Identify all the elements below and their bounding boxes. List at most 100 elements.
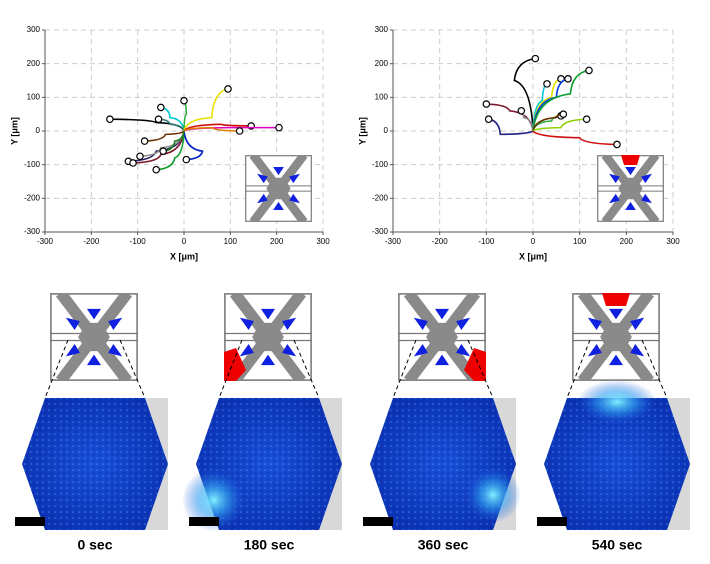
time-label: 540 sec: [592, 537, 643, 553]
end-point: [159, 147, 167, 156]
trajectory: [160, 106, 185, 132]
y-tick-label: -300: [24, 227, 41, 236]
trajectory: [183, 130, 204, 161]
x-axis-label: X [μm]: [170, 251, 198, 261]
end-point: [224, 85, 232, 93]
chart: -300 -200 -100 0 100 200 300 -300 -200 -100 0 100 20…: [9, 25, 330, 261]
x-tick-label: 100: [224, 237, 238, 246]
panel-diagram: [572, 293, 660, 381]
x-tick-label: -100: [130, 237, 147, 246]
x-tick-label: 200: [620, 237, 634, 246]
y-tick-label: 0: [384, 126, 389, 135]
y-tick-label: -200: [372, 193, 389, 202]
time-label: 180 sec: [244, 537, 295, 553]
end-point: [140, 137, 149, 145]
y-tick-label: 300: [27, 25, 41, 34]
end-point: [585, 66, 593, 75]
x-tick-label: 0: [182, 237, 187, 246]
chart: -300 -200 -100 0 100 200 300 -300 -200 -100 0 100 20…: [357, 25, 680, 261]
texture: [544, 398, 690, 530]
trajectory: [158, 118, 185, 132]
end-point: [482, 100, 491, 108]
end-point: [235, 127, 244, 135]
y-tick-label: 300: [375, 25, 389, 34]
texture: [22, 398, 168, 530]
trajectory: [183, 88, 229, 132]
zoom-line: [641, 339, 668, 399]
glow: [182, 468, 246, 532]
trajectory: [183, 123, 252, 132]
x-tick-label: -100: [478, 237, 495, 246]
x-tick-label: 0: [531, 237, 536, 246]
trajectory: [163, 130, 185, 152]
end-point: [152, 165, 161, 174]
y-axis-label: Y [μm]: [357, 117, 367, 145]
scale-bar: [15, 517, 45, 526]
time-label: 0 sec: [77, 537, 112, 553]
panels: [15, 293, 690, 532]
panel: [537, 293, 690, 530]
x-tick-label: -200: [432, 237, 449, 246]
end-point: [582, 115, 591, 124]
trajectory: [133, 130, 185, 164]
highlight: [464, 348, 486, 381]
trajectory: [532, 69, 590, 132]
end-point: [484, 115, 493, 124]
y-tick-label: 100: [375, 92, 389, 101]
x-tick-label: -300: [385, 237, 402, 246]
scale-bar: [189, 517, 219, 526]
glow: [465, 467, 521, 523]
trajectory: [183, 126, 240, 132]
end-point: [275, 123, 283, 132]
end-point: [106, 115, 114, 124]
end-point: [517, 107, 526, 115]
panel: [15, 293, 168, 530]
y-tick-label: 100: [27, 92, 41, 101]
scale-bar: [363, 517, 393, 526]
y-tick-label: -100: [372, 160, 389, 169]
end-point: [564, 75, 572, 83]
y-tick-label: -200: [24, 193, 41, 202]
x-tick-label: 200: [270, 237, 284, 246]
panel: [182, 293, 342, 532]
end-point: [531, 54, 540, 63]
y-tick-label: -300: [372, 227, 389, 236]
x-tick-label: 300: [666, 237, 680, 246]
y-tick-label: 0: [36, 126, 41, 135]
time-label: 360 sec: [418, 537, 469, 553]
y-tick-label: 200: [375, 59, 389, 68]
panel-diagram: [50, 293, 138, 381]
trajectory: [532, 130, 618, 146]
zoom-line: [566, 339, 591, 399]
x-tick-label: 300: [316, 237, 330, 246]
end-point: [559, 110, 568, 118]
inset-diagram: [245, 155, 312, 222]
zoom-line: [44, 339, 69, 399]
trajectory: [532, 118, 587, 132]
zoom-line: [392, 339, 417, 399]
x-axis-label: X [μm]: [519, 251, 547, 261]
y-tick-label: -100: [24, 160, 41, 169]
glow: [577, 380, 657, 424]
panel: [363, 293, 521, 530]
x-tick-label: 100: [573, 237, 587, 246]
end-point: [543, 80, 551, 88]
end-point: [613, 140, 621, 149]
trajectory: [513, 57, 536, 132]
scale-bar: [537, 517, 567, 526]
end-point: [154, 115, 163, 124]
x-tick-label: -200: [83, 237, 100, 246]
end-point: [180, 96, 188, 105]
end-point: [136, 152, 144, 161]
trajectory: [156, 130, 185, 171]
zoom-line: [293, 339, 320, 399]
end-point: [182, 155, 191, 164]
zoom-line: [218, 339, 243, 399]
end-point: [129, 159, 137, 167]
trajectory: [144, 130, 185, 142]
zoom-line: [119, 339, 146, 399]
trajectory: [488, 118, 534, 136]
x-tick-label: -300: [37, 237, 54, 246]
zoom-line: [467, 339, 494, 399]
